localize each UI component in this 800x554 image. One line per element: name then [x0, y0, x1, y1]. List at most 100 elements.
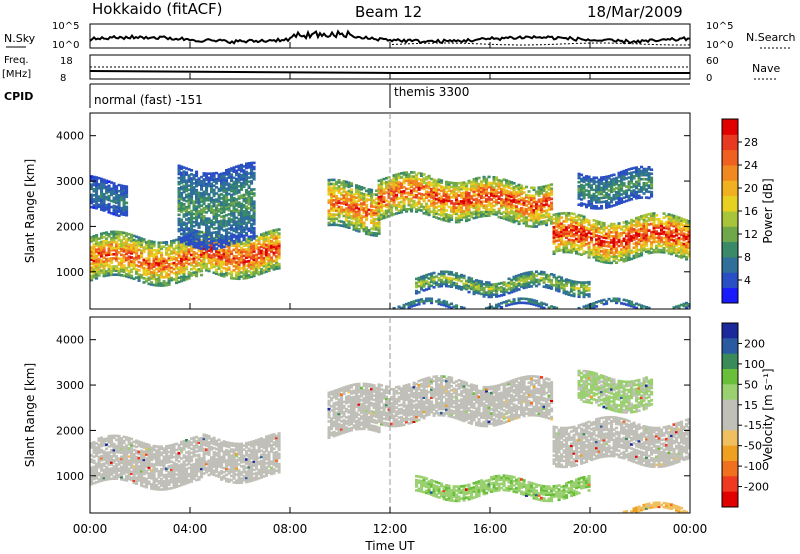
- power-cell: [352, 213, 356, 217]
- power-cell: [677, 251, 681, 254]
- power-cell: [117, 232, 121, 236]
- power-cell: [462, 193, 466, 197]
- power-cell: [627, 188, 631, 192]
- power-cell: [195, 172, 199, 176]
- power-cell: [350, 200, 354, 204]
- power-cell: [365, 193, 369, 197]
- power-cell: [682, 250, 686, 254]
- power-cell: [452, 208, 456, 211]
- power-cell: [612, 195, 616, 199]
- power-cell: [242, 277, 246, 280]
- power-cell: [532, 215, 536, 218]
- power-cell: [262, 250, 266, 254]
- power-cell: [622, 251, 626, 255]
- power-cell: [230, 270, 234, 274]
- power-cell: [612, 173, 616, 177]
- power-cell: [610, 249, 614, 252]
- power-cell: [150, 264, 154, 268]
- power-cell: [552, 225, 556, 229]
- power-cell: [235, 263, 239, 266]
- power-cell: [462, 183, 466, 186]
- power-cell: [520, 211, 524, 214]
- power-cell: [375, 224, 379, 227]
- power-cell: [642, 167, 646, 171]
- power-cell: [545, 190, 549, 194]
- power-cell: [475, 205, 479, 209]
- power-cell: [357, 197, 361, 200]
- power-cell: [347, 206, 351, 209]
- power-cell: [182, 227, 186, 231]
- power-cell: [575, 229, 579, 233]
- power-cell: [335, 188, 339, 192]
- power-cell: [377, 197, 381, 201]
- power-cell: [245, 170, 249, 174]
- power-cell: [375, 207, 379, 211]
- power-cell: [97, 203, 101, 207]
- power-cell: [337, 205, 341, 209]
- power-cell: [330, 192, 334, 196]
- power-cell: [185, 226, 189, 229]
- power-cell: [225, 191, 229, 195]
- power-cell: [640, 165, 644, 169]
- power-cell: [202, 182, 206, 185]
- power-cell: [600, 206, 604, 210]
- power-cell: [580, 177, 584, 181]
- power-cell: [612, 241, 616, 244]
- power-cell: [90, 187, 94, 190]
- power-cell: [477, 205, 481, 208]
- power-cell: [442, 192, 446, 195]
- power-cell: [362, 192, 366, 196]
- power-cell: [585, 228, 589, 232]
- power-cell: [240, 208, 244, 212]
- power-cell: [442, 212, 446, 216]
- power-cell: [92, 261, 96, 265]
- power-cell: [650, 190, 654, 194]
- power-cell: [207, 221, 211, 224]
- power-cell: [452, 206, 456, 209]
- power-cell: [205, 245, 209, 249]
- power-cell: [490, 185, 494, 189]
- power-cell: [380, 184, 384, 188]
- power-cell: [687, 252, 691, 256]
- power-cell: [630, 222, 634, 226]
- power-cell: [247, 219, 251, 222]
- power-cell: [367, 192, 371, 195]
- power-cell: [182, 254, 186, 257]
- power-cell: [520, 219, 524, 222]
- power-cell: [627, 182, 631, 185]
- power-cell: [210, 182, 214, 186]
- power-cell: [610, 231, 614, 234]
- power-cell: [400, 204, 404, 208]
- power-cell: [237, 205, 241, 208]
- power-cell: [217, 259, 221, 262]
- power-cell: [235, 198, 239, 201]
- power-cell: [277, 234, 281, 237]
- power-cell: [227, 207, 231, 210]
- power-cell: [650, 180, 654, 184]
- power-cell: [200, 175, 204, 179]
- power-cell: [202, 258, 206, 261]
- power-cell: [622, 231, 626, 234]
- power-cell: [612, 228, 616, 232]
- power-cell: [180, 220, 184, 224]
- power-cell: [185, 167, 189, 170]
- power-cell: [107, 190, 111, 194]
- power-cell: [277, 232, 281, 235]
- power-cell: [230, 224, 234, 227]
- power-cell: [427, 273, 431, 276]
- power-cell: [112, 248, 116, 252]
- power-cell: [635, 225, 639, 228]
- power-cell: [467, 218, 471, 222]
- power-cell: [240, 174, 244, 177]
- power-cell: [215, 171, 219, 175]
- power-cell: [365, 208, 369, 211]
- power-cell: [647, 166, 651, 169]
- power-cell: [342, 222, 346, 226]
- power-cell: [502, 192, 506, 196]
- power-cell: [207, 205, 211, 208]
- power-cell: [650, 212, 654, 216]
- power-cell: [580, 245, 584, 248]
- power-cell: [587, 185, 591, 189]
- power-cell: [447, 195, 451, 199]
- power-cell: [407, 207, 411, 211]
